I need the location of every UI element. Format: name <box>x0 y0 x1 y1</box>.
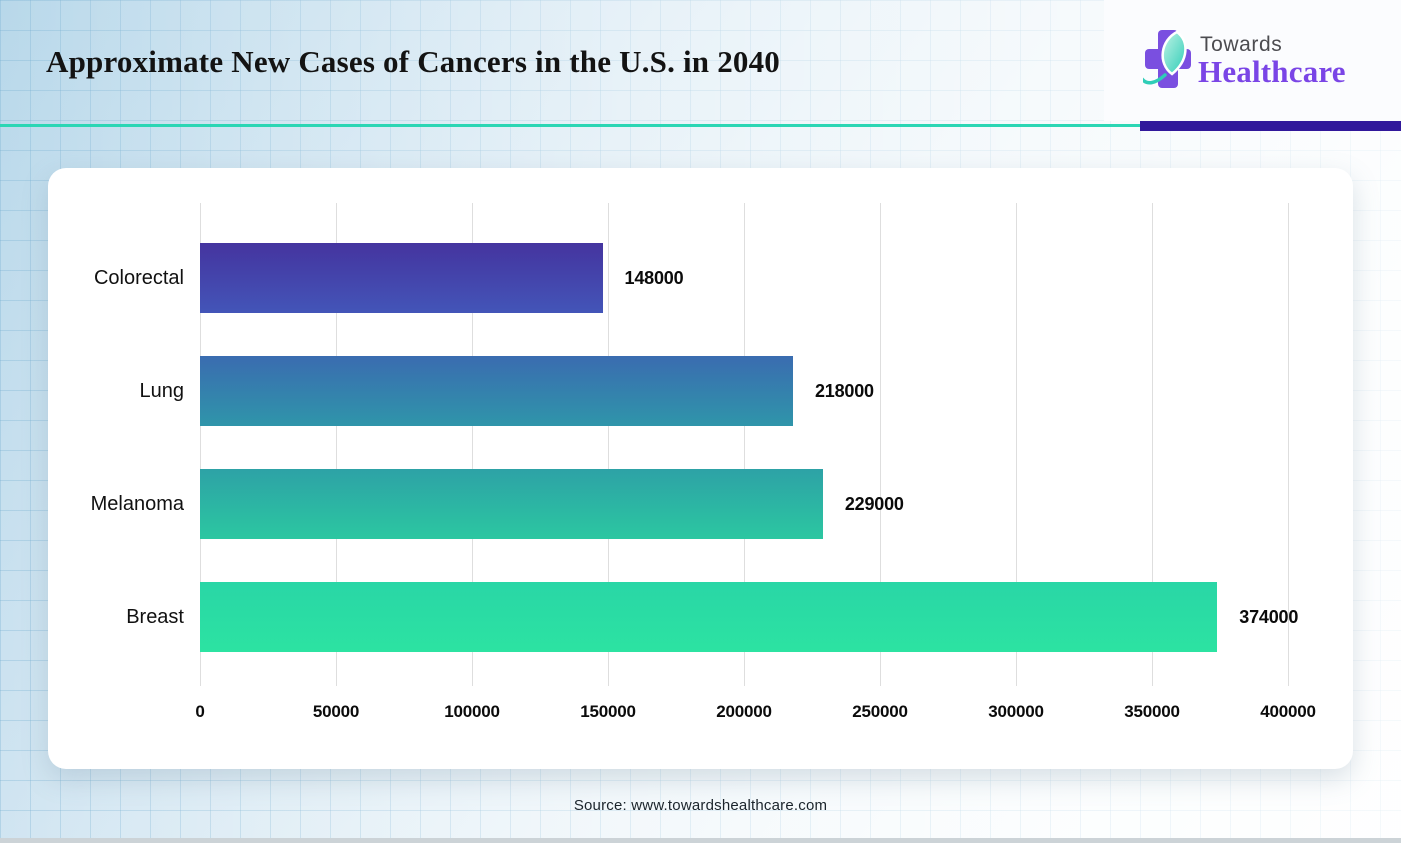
plot-area: Colorectal 148000 Lung 218000 Melanoma 229000… <box>91 203 1298 686</box>
value-label-melanoma: 229000 <box>844 494 904 514</box>
x-tick-label: 0 <box>195 702 205 721</box>
bar-colorectal <box>200 243 603 313</box>
x-tick-label: 50000 <box>312 702 360 721</box>
x-tick-label: 150000 <box>580 702 636 721</box>
gridline <box>472 203 473 686</box>
x-tick-label: 350000 <box>1124 702 1180 721</box>
x-tick-label: 400000 <box>1260 702 1316 721</box>
gridline <box>880 203 881 686</box>
x-axis-tick-labels: 0 50000 100000 150000 200000 250000 300000 3500… <box>195 702 1316 728</box>
bar-lung <box>200 356 793 426</box>
x-tick-label: 200000 <box>716 702 772 721</box>
x-tick-label: 100000 <box>444 702 500 721</box>
gridline <box>608 203 609 686</box>
gridline <box>1152 203 1153 686</box>
gridline <box>336 203 337 686</box>
value-label-colorectal: 148000 <box>624 268 684 288</box>
bar-melanoma <box>200 469 823 539</box>
gridline <box>1016 203 1017 686</box>
chart-card: Colorectal 148000 Lung 218000 Melanoma 229000… <box>48 168 1353 769</box>
towards-healthcare-logo: Towards Healthcare <box>1143 26 1393 98</box>
category-label-colorectal: Colorectal <box>93 267 184 289</box>
value-label-lung: 218000 <box>814 381 874 401</box>
y-axis-line <box>200 203 201 686</box>
category-label-breast: Breast <box>126 606 184 628</box>
page-title: Approximate New Cases of Cancers in the … <box>46 44 780 79</box>
category-label-lung: Lung <box>139 380 185 402</box>
bottom-edge-strip <box>0 838 1401 843</box>
value-label-breast: 374000 <box>1239 607 1299 627</box>
header-divider-purple-bar <box>1140 121 1401 131</box>
x-tick-label: 300000 <box>988 702 1044 721</box>
logo-text-healthcare: Healthcare <box>1198 54 1346 89</box>
x-tick-label: 250000 <box>852 702 908 721</box>
gridline <box>1288 203 1289 686</box>
bar-breast <box>200 582 1218 652</box>
source-attribution: Source: www.towardshealthcare.com <box>573 797 828 814</box>
logo-cross-leaf-icon <box>1143 30 1191 88</box>
category-label-melanoma: Melanoma <box>90 493 184 515</box>
logo-text-towards: Towards <box>1200 33 1283 56</box>
gridline <box>744 203 745 686</box>
header-divider-teal-line <box>0 124 1401 127</box>
